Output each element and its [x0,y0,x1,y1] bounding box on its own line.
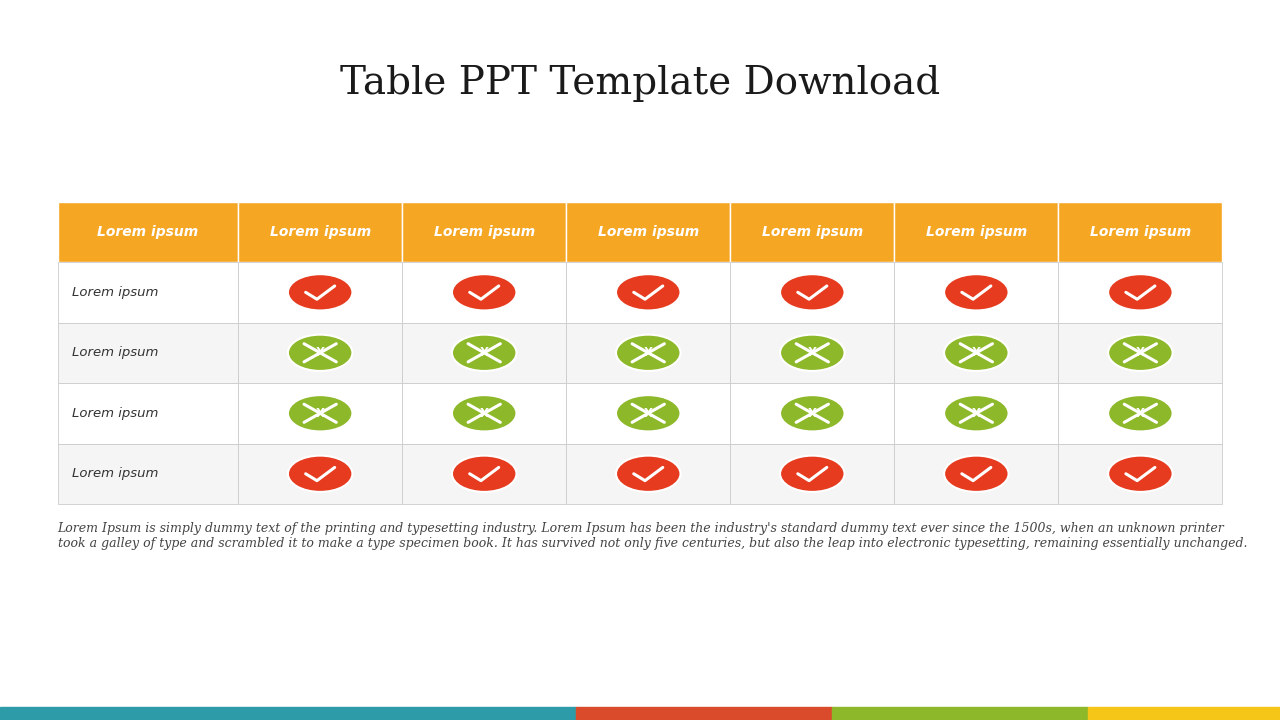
Circle shape [780,456,845,492]
Bar [576,707,832,720]
FancyBboxPatch shape [731,262,895,323]
Text: Lorem ipsum: Lorem ipsum [925,225,1027,239]
FancyBboxPatch shape [238,444,402,504]
FancyBboxPatch shape [895,383,1059,444]
Text: X: X [480,346,489,359]
Circle shape [452,456,516,492]
Text: Lorem ipsum: Lorem ipsum [270,225,371,239]
Circle shape [452,335,516,371]
Text: X: X [644,346,653,359]
Circle shape [945,395,1009,431]
FancyBboxPatch shape [238,202,402,262]
Text: X: X [972,407,980,420]
Text: Table PPT Template Download: Table PPT Template Download [340,65,940,102]
FancyBboxPatch shape [58,444,238,504]
FancyBboxPatch shape [238,323,402,383]
FancyBboxPatch shape [1059,262,1222,323]
Circle shape [288,456,352,492]
FancyBboxPatch shape [1059,444,1222,504]
FancyBboxPatch shape [566,323,731,383]
Bar [832,707,1088,720]
Circle shape [780,335,845,371]
FancyBboxPatch shape [566,383,731,444]
FancyBboxPatch shape [895,444,1059,504]
FancyBboxPatch shape [58,383,238,444]
Circle shape [452,274,516,310]
FancyBboxPatch shape [402,444,566,504]
Bar [0,707,576,720]
Circle shape [945,335,1009,371]
Text: Lorem ipsum: Lorem ipsum [598,225,699,239]
Text: Lorem ipsum: Lorem ipsum [762,225,863,239]
Text: X: X [1135,346,1144,359]
Text: Lorem ipsum: Lorem ipsum [72,467,159,480]
FancyBboxPatch shape [731,383,895,444]
FancyBboxPatch shape [566,202,731,262]
FancyBboxPatch shape [402,383,566,444]
Bar [1088,707,1280,720]
FancyBboxPatch shape [895,323,1059,383]
Text: Lorem ipsum: Lorem ipsum [1089,225,1190,239]
FancyBboxPatch shape [58,202,238,262]
Circle shape [945,456,1009,492]
Text: Lorem ipsum: Lorem ipsum [72,346,159,359]
Text: X: X [808,407,817,420]
Circle shape [1108,335,1172,371]
Text: X: X [644,407,653,420]
Text: Lorem ipsum: Lorem ipsum [97,225,198,239]
FancyBboxPatch shape [402,202,566,262]
Circle shape [616,274,681,310]
Text: Lorem Ipsum is simply dummy text of the printing and typesetting industry. Lorem: Lorem Ipsum is simply dummy text of the … [58,522,1247,550]
FancyBboxPatch shape [1059,202,1222,262]
Circle shape [452,395,516,431]
Text: Lorem ipsum: Lorem ipsum [434,225,535,239]
Circle shape [288,274,352,310]
Text: X: X [972,346,980,359]
FancyBboxPatch shape [1059,323,1222,383]
Circle shape [288,335,352,371]
FancyBboxPatch shape [731,323,895,383]
Circle shape [1108,274,1172,310]
Text: X: X [316,407,325,420]
FancyBboxPatch shape [238,262,402,323]
FancyBboxPatch shape [895,202,1059,262]
Text: Lorem ipsum: Lorem ipsum [72,407,159,420]
FancyBboxPatch shape [895,262,1059,323]
FancyBboxPatch shape [566,444,731,504]
Circle shape [780,395,845,431]
Circle shape [616,456,681,492]
Text: Lorem ipsum: Lorem ipsum [72,286,159,299]
Text: X: X [480,407,489,420]
FancyBboxPatch shape [402,262,566,323]
FancyBboxPatch shape [1059,383,1222,444]
FancyBboxPatch shape [238,383,402,444]
Text: X: X [808,346,817,359]
Circle shape [945,274,1009,310]
Text: X: X [316,346,325,359]
FancyBboxPatch shape [566,262,731,323]
Circle shape [288,395,352,431]
FancyBboxPatch shape [731,202,895,262]
Circle shape [1108,395,1172,431]
Circle shape [616,335,681,371]
Circle shape [1108,456,1172,492]
Circle shape [780,274,845,310]
FancyBboxPatch shape [402,323,566,383]
FancyBboxPatch shape [58,323,238,383]
FancyBboxPatch shape [58,262,238,323]
Circle shape [616,395,681,431]
Text: X: X [1135,407,1144,420]
FancyBboxPatch shape [731,444,895,504]
